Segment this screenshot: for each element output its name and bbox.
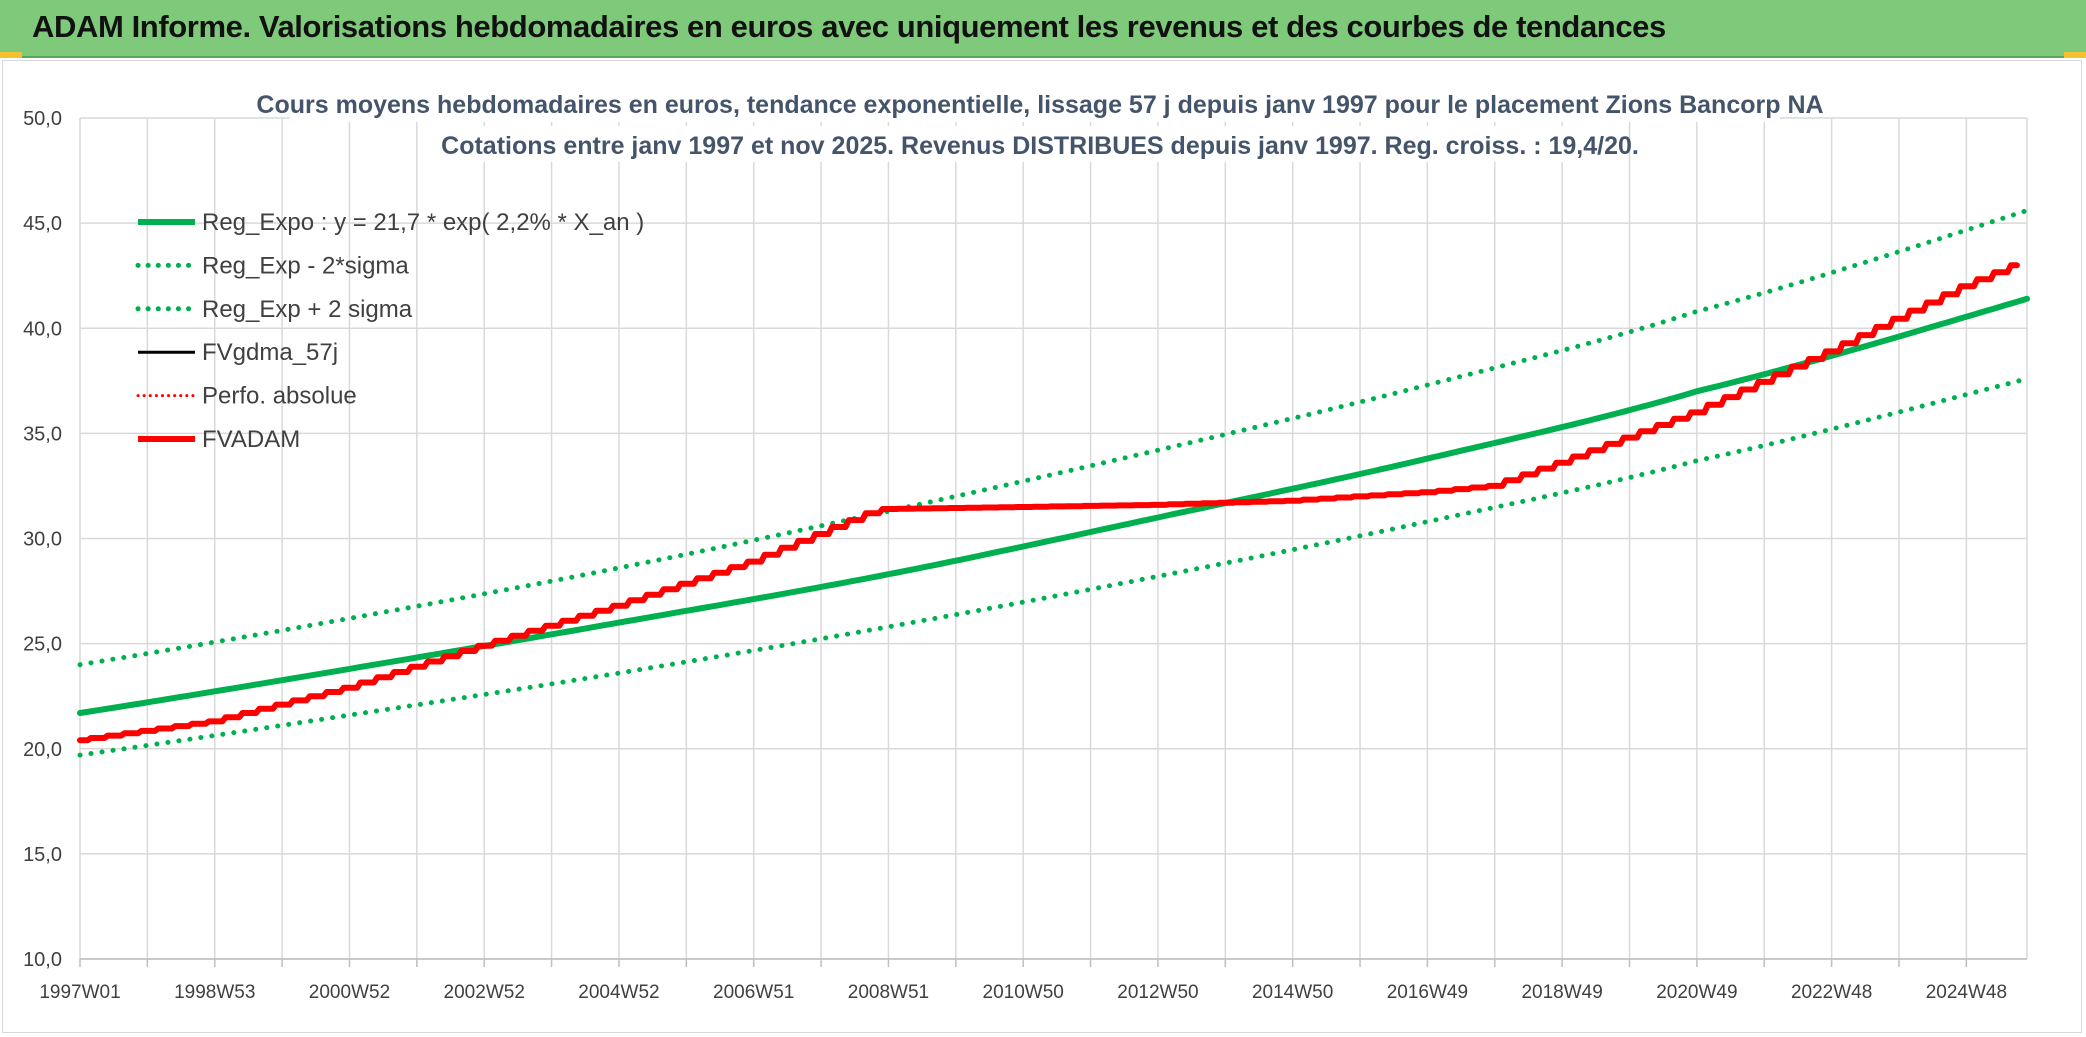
legend: Reg_Expo : y = 21,7 * exp( 2,2% * X_an )… [135,209,644,453]
y-tick-label: 45,0 [23,213,62,235]
series-line [77,262,2020,744]
series-line [77,208,2030,668]
y-tick-label: 50,0 [23,108,62,130]
y-tick-label: 20,0 [23,739,62,761]
series-line [79,264,2018,742]
axes: 10,0 15,0 20,0 25,0 30,0 35,0 40,0 45,0 50,0 1997… [23,108,2027,1003]
x-tick-label: 2020W49 [1656,982,1737,1003]
y-tick-label: 25,0 [23,634,62,656]
x-tick-label: 2024W48 [1926,982,2007,1003]
x-tick-label: 2010W50 [983,982,1064,1003]
grid [79,117,2028,960]
x-tick-label: 2014W50 [1252,982,1333,1003]
chart-title-line1: Cours moyens hebdomadaires en euros, ten… [256,91,1823,119]
legend-label: Reg_Exp + 2 sigma [202,296,413,323]
x-tick-label: 2018W49 [1521,982,1602,1003]
corner-mark-top-left [0,52,22,58]
y-tick-label: 35,0 [23,423,62,445]
x-tick-label: 2002W52 [444,982,525,1003]
legend-label: Reg_Exp - 2*sigma [202,252,409,279]
x-tick-label: 2000W52 [309,982,390,1003]
x-tick-label: 1998W53 [174,982,255,1003]
header-banner: ADAM Informe. Valorisations hebdomadaire… [0,0,2086,58]
series-line [77,295,2030,716]
x-tick-label: 2022W48 [1791,982,1872,1003]
x-tick-label: 2008W51 [848,982,929,1003]
series-line [77,376,2030,758]
x-tick-label: 2006W51 [713,982,794,1003]
legend-label: Reg_Expo : y = 21,7 * exp( 2,2% * X_an ) [202,209,644,236]
y-tick-label: 10,0 [23,949,62,971]
chart-frame [2,60,2082,1033]
chart-title-group: Cours moyens hebdomadaires en euros, ten… [256,86,1824,162]
x-tick-label: 2012W50 [1117,982,1198,1003]
title-bg-2 [470,126,1616,162]
legend-label: FVgdma_57j [202,339,338,366]
y-tick-label: 15,0 [23,844,62,866]
x-tick-label: 1997W01 [39,982,120,1003]
chart-title-line2: Cotations entre janv 1997 et nov 2025. R… [441,132,1639,160]
x-tick-label: 2016W49 [1387,982,1468,1003]
report-title: ADAM Informe. Valorisations hebdomadaire… [32,9,1666,44]
corner-mark-top-right [2064,52,2086,58]
series-lines [77,208,2030,758]
y-tick-label: 30,0 [23,529,62,551]
x-tick-label: 2004W52 [578,982,659,1003]
legend-label: FVADAM [202,426,300,453]
title-bg-1 [290,86,1780,122]
legend-label: Perfo. absolue [202,383,357,410]
y-tick-label: 40,0 [23,318,62,340]
